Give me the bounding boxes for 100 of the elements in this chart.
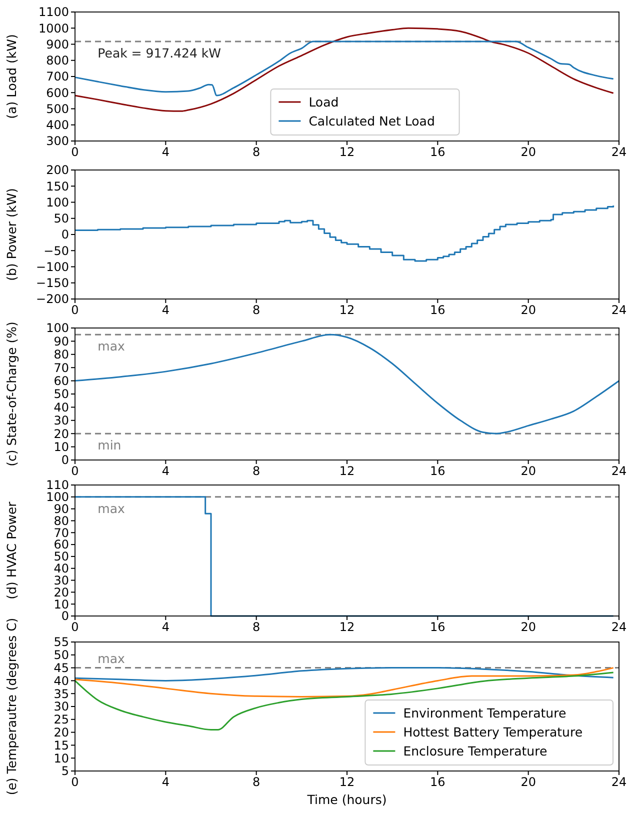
x-tick-label: 16 — [430, 303, 446, 317]
line-series — [74, 40, 614, 96]
x-tick-label: 8 — [252, 464, 260, 478]
y-axis-title: (d) HVAC Power — [4, 500, 19, 600]
x-tick-label: 20 — [520, 775, 536, 789]
y-tick-label: 60 — [54, 538, 69, 552]
y-tick-label: 700 — [46, 70, 69, 84]
y-tick-label: 0 — [61, 609, 69, 624]
y-tick-label: 55 — [54, 635, 69, 650]
x-tick-label: 16 — [430, 620, 446, 634]
x-tick-label: 4 — [162, 464, 170, 478]
y-tick-label: 800 — [46, 54, 69, 68]
x-tick-label: 0 — [71, 303, 79, 317]
y-tick-label: 0 — [61, 453, 69, 468]
x-axis-title: Time (hours) — [306, 792, 387, 807]
y-tick-label: 15 — [54, 738, 69, 752]
x-tick-label: 16 — [430, 145, 446, 159]
y-tick-label: 400 — [46, 118, 69, 132]
y-tick-label: 40 — [54, 400, 69, 414]
y-tick-label: −50 — [44, 244, 69, 258]
x-tick-label: 8 — [252, 775, 260, 789]
line-series — [74, 667, 614, 698]
line-series — [74, 334, 620, 434]
y-tick-label: 70 — [54, 526, 69, 540]
x-tick-label: 4 — [162, 775, 170, 789]
y-tick-label: 100 — [46, 195, 69, 210]
y-tick-label: 50 — [54, 212, 69, 226]
y-tick-label: 150 — [46, 179, 69, 194]
x-tick-label: 8 — [252, 303, 260, 317]
x-tick-label: 24 — [611, 145, 627, 159]
y-tick-label: 600 — [46, 86, 69, 100]
y-tick-label: 300 — [46, 134, 69, 148]
x-tick-label: 20 — [520, 464, 536, 478]
ref-line-label: max — [98, 650, 125, 666]
y-tick-label: 45 — [54, 661, 69, 675]
y-tick-label: 25 — [54, 712, 69, 727]
y-tick-label: 30 — [54, 700, 69, 714]
y-tick-label: 90 — [54, 334, 69, 348]
x-tick-label: 12 — [339, 620, 355, 634]
x-tick-label: 0 — [71, 145, 79, 159]
y-tick-label: 60 — [54, 374, 69, 388]
ref-line-label: min — [98, 438, 122, 453]
x-tick-label: 20 — [520, 303, 536, 317]
y-axis-title: (e) Temperautre (degrees C) — [4, 618, 19, 796]
x-tick-label: 4 — [162, 620, 170, 634]
x-tick-label: 12 — [339, 464, 355, 478]
y-tick-label: 0 — [61, 228, 69, 242]
y-tick-label: −200 — [36, 292, 69, 306]
y-tick-label: 1100 — [38, 5, 69, 20]
y-tick-label: 1000 — [38, 21, 69, 36]
y-tick-label: 30 — [54, 414, 69, 428]
y-tick-label: 50 — [54, 648, 69, 662]
y-tick-label: 40 — [54, 562, 69, 576]
y-axis-title: (a) Load (kW) — [4, 34, 19, 119]
y-tick-label: 200 — [46, 163, 69, 178]
x-tick-label: 24 — [611, 775, 627, 789]
x-tick-label: 24 — [611, 464, 627, 478]
legend-label: Load — [308, 94, 339, 110]
x-tick-label: 24 — [611, 620, 627, 634]
y-tick-label: 20 — [54, 726, 69, 740]
x-tick-label: 8 — [252, 620, 260, 634]
y-tick-label: 40 — [54, 674, 69, 688]
x-tick-label: 24 — [611, 303, 627, 317]
y-axis-title: (b) Power (kW) — [4, 188, 19, 281]
y-tick-label: 5 — [61, 764, 69, 778]
y-tick-label: 35 — [54, 686, 69, 701]
legend-label: Environment Temperature — [403, 705, 566, 720]
legend-label: Calculated Net Load — [308, 113, 435, 128]
y-tick-label: 10 — [54, 440, 69, 454]
x-tick-label: 16 — [430, 775, 446, 789]
ref-line-label: Peak = 917.424 kW — [98, 45, 222, 60]
y-tick-label: 10 — [54, 751, 69, 766]
x-tick-label: 4 — [162, 145, 170, 159]
y-tick-label: 110 — [46, 478, 69, 492]
y-tick-label: 10 — [54, 597, 69, 612]
y-tick-label: 50 — [54, 387, 69, 402]
y-tick-label: 80 — [54, 514, 69, 528]
x-tick-label: 12 — [339, 145, 355, 159]
line-series — [74, 667, 614, 682]
y-tick-label: 80 — [54, 348, 69, 362]
y-tick-label: 100 — [46, 321, 69, 336]
y-tick-label: 20 — [54, 585, 69, 600]
x-tick-label: 20 — [520, 620, 536, 634]
y-tick-label: 90 — [54, 502, 69, 516]
x-tick-label: 12 — [339, 775, 355, 789]
y-tick-label: 50 — [54, 550, 69, 564]
y-axis-title: (c) State-of-Charge (%) — [4, 322, 19, 466]
legend-label: Enclosure Temperature — [403, 743, 548, 758]
x-tick-label: 20 — [520, 145, 536, 159]
y-tick-label: −150 — [36, 276, 69, 290]
ref-line-label: max — [98, 500, 125, 516]
y-tick-label: 900 — [46, 37, 69, 52]
legend-label: Hottest Battery Temperature — [403, 724, 583, 740]
y-tick-label: 30 — [54, 573, 69, 588]
x-tick-label: 0 — [71, 620, 79, 634]
x-tick-label: 0 — [71, 464, 79, 478]
x-tick-label: 12 — [339, 303, 355, 317]
x-tick-label: 16 — [430, 464, 446, 478]
ref-line-label: max — [98, 338, 125, 354]
x-tick-label: 4 — [162, 303, 170, 317]
